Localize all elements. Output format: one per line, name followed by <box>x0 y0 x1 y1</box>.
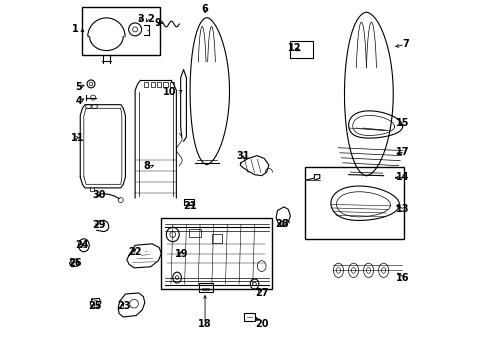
Text: 6: 6 <box>201 4 208 14</box>
Text: 16: 16 <box>395 273 408 283</box>
Text: 19: 19 <box>174 248 188 258</box>
Text: 20: 20 <box>255 319 268 329</box>
Text: 7: 7 <box>402 40 408 49</box>
Text: 18: 18 <box>198 319 211 329</box>
Bar <box>144 82 148 87</box>
Bar <box>290 41 312 58</box>
Text: 11: 11 <box>70 133 84 143</box>
Text: 4: 4 <box>75 96 82 106</box>
Text: 12: 12 <box>287 43 301 53</box>
Text: 23: 23 <box>117 301 130 311</box>
Text: 9: 9 <box>154 18 161 28</box>
Bar <box>198 283 212 292</box>
Bar <box>163 82 167 87</box>
Text: 27: 27 <box>255 288 268 298</box>
Bar <box>188 229 201 237</box>
Text: 22: 22 <box>128 247 141 257</box>
Bar <box>161 218 272 289</box>
Text: 13: 13 <box>395 204 408 215</box>
Text: 5: 5 <box>75 82 82 92</box>
Bar <box>304 167 404 239</box>
Bar <box>184 199 194 205</box>
Text: 21: 21 <box>183 201 197 211</box>
Text: 10: 10 <box>163 87 176 97</box>
Text: 28: 28 <box>274 219 288 229</box>
Bar <box>211 234 222 243</box>
Bar <box>244 314 255 320</box>
Text: 15: 15 <box>395 118 408 128</box>
Text: 3: 3 <box>137 14 143 24</box>
Text: 29: 29 <box>92 220 105 230</box>
Bar <box>157 82 161 87</box>
Text: 30: 30 <box>92 190 105 200</box>
Text: 25: 25 <box>88 301 102 311</box>
Text: 31: 31 <box>236 150 249 161</box>
Bar <box>150 82 155 87</box>
Text: 14: 14 <box>395 172 408 182</box>
Text: 2: 2 <box>147 14 154 24</box>
Text: 8: 8 <box>143 161 150 171</box>
Text: 26: 26 <box>68 258 81 268</box>
Text: 1: 1 <box>72 24 79 35</box>
Text: 17: 17 <box>395 147 408 157</box>
Text: 24: 24 <box>75 240 88 250</box>
Bar <box>169 82 174 87</box>
Bar <box>82 7 159 55</box>
